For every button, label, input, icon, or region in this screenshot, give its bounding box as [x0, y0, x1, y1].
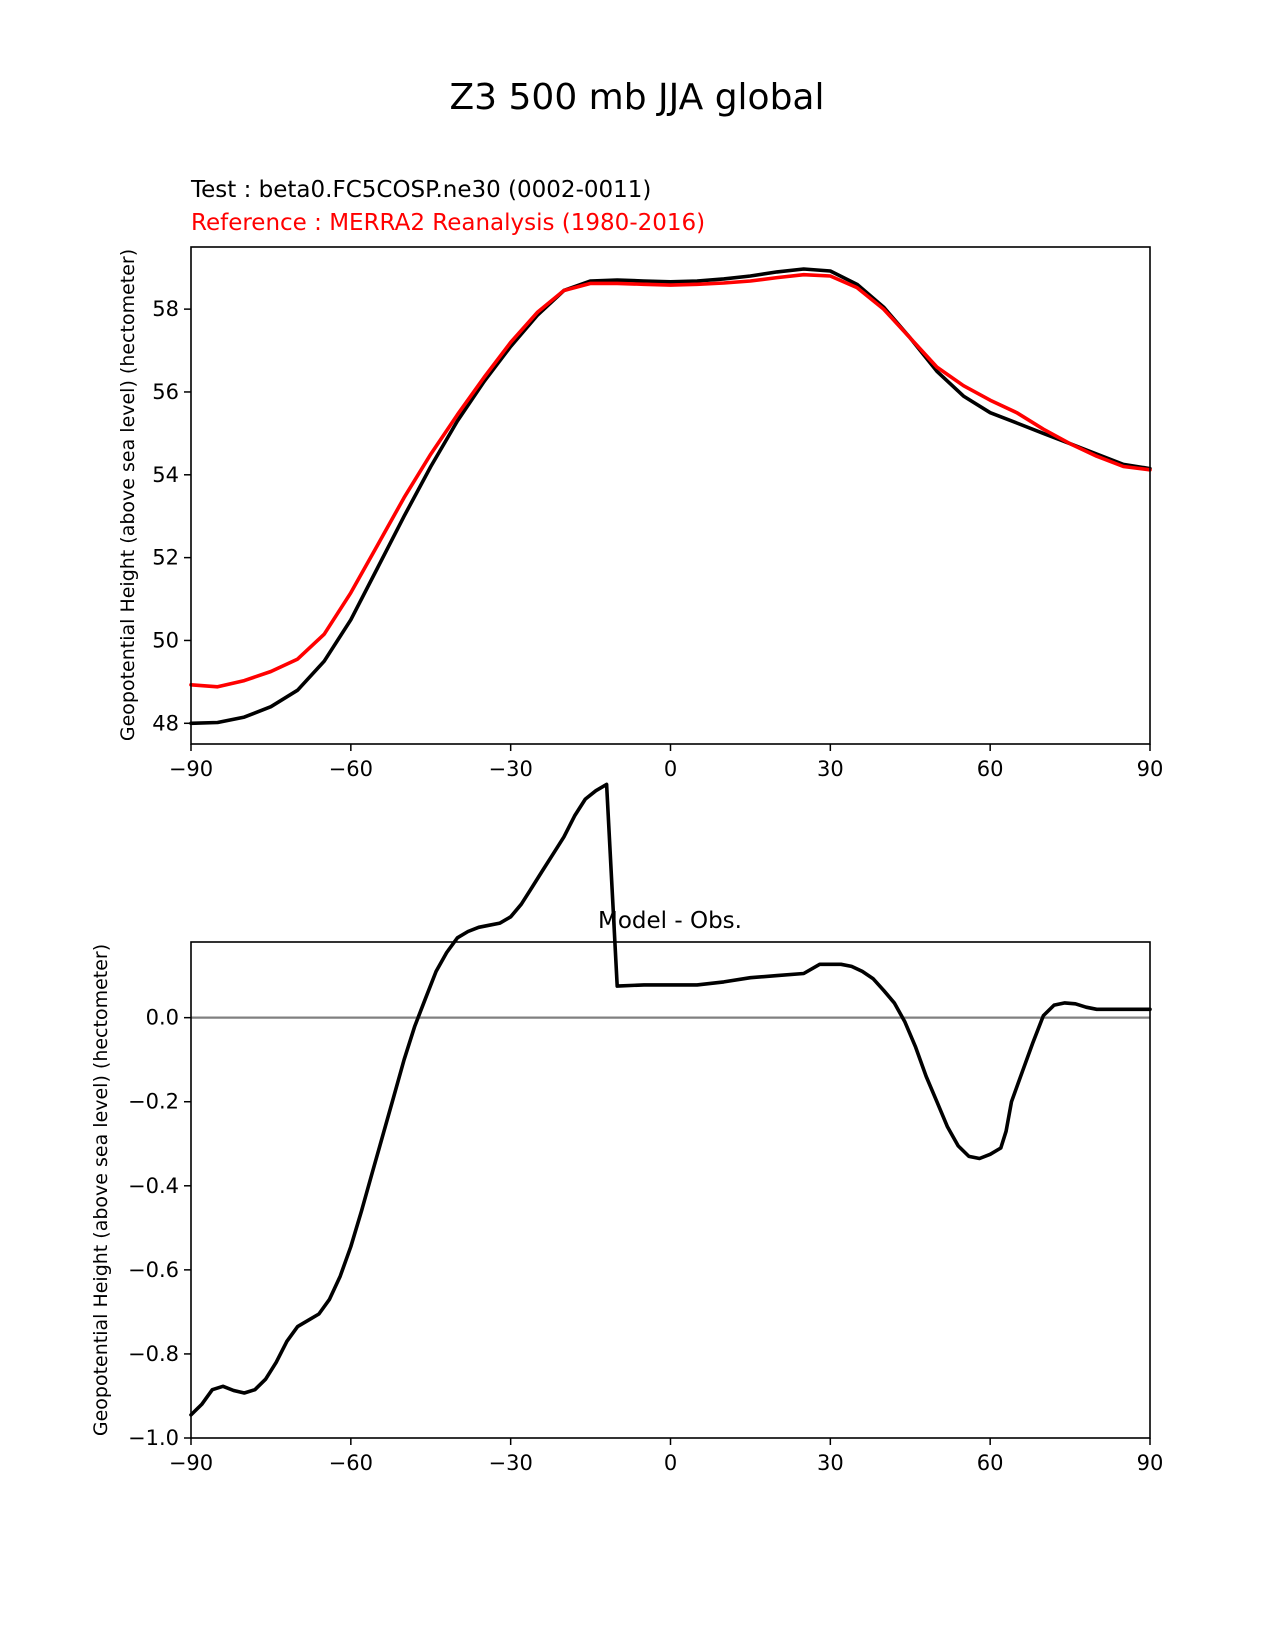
top-y-axis-label: Geopotential Height (above sea level) (h… [117, 249, 139, 741]
bottom-y-tick-label: −1.0 [128, 1426, 179, 1450]
top-x-tick-label: −30 [489, 757, 533, 781]
top-x-tick-label: −60 [329, 757, 373, 781]
top-axes-frame [190, 246, 1151, 745]
bottom-x-tick-label: 0 [664, 1451, 677, 1475]
top-y-tick-label: 56 [152, 380, 179, 404]
top-y-tick-label: 50 [152, 628, 179, 652]
top-series-line-1 [189, 272, 1152, 689]
bottom-chart-title: Model - Obs. [598, 908, 742, 934]
bottom-y-axis: −1.0 −0.8 −0.6 −0.4 −0.2 0.0 [128, 1006, 191, 1450]
top-y-tick-label: 58 [152, 297, 179, 321]
figure-suptitle: Z3 500 mb JJA global [450, 77, 825, 118]
bottom-x-tick-label: −90 [169, 1451, 213, 1475]
bottom-x-tick-label: 90 [1137, 1451, 1164, 1475]
top-x-tick-label: 90 [1137, 757, 1164, 781]
bottom-y-axis-label: Geopotential Height (above sea level) (h… [90, 944, 112, 1436]
test-dataset-label: Test : beta0.FC5COSP.ne30 (0002-0011) [190, 177, 651, 203]
bottom-y-tick-label: −0.6 [128, 1258, 179, 1282]
bottom-x-tick-label: 30 [817, 1451, 844, 1475]
bottom-x-axis: −90 −60 −30 0 30 60 90 [169, 1438, 1164, 1475]
top-x-tick-label: 30 [817, 757, 844, 781]
bottom-y-tick-label: −0.2 [128, 1090, 179, 1114]
bottom-x-tick-label: 60 [977, 1451, 1004, 1475]
top-y-tick-label: 48 [152, 711, 179, 735]
bottom-x-tick-label: −60 [329, 1451, 373, 1475]
top-x-tick-label: 60 [977, 757, 1004, 781]
top-chart-panel: Test : beta0.FC5COSP.ne30 (0002-0011) Re… [117, 177, 1163, 781]
bottom-y-tick-label: −0.8 [128, 1342, 179, 1366]
top-y-tick-label: 52 [152, 546, 179, 570]
top-x-tick-label: −90 [169, 757, 213, 781]
bottom-x-tick-label: −30 [489, 1451, 533, 1475]
top-x-tick-label: 0 [664, 757, 677, 781]
top-y-tick-label: 54 [152, 463, 179, 487]
bottom-y-tick-label: −0.4 [128, 1174, 179, 1198]
bottom-y-tick-label: 0.0 [146, 1006, 179, 1030]
top-y-axis: 48 50 52 54 56 58 [152, 297, 191, 735]
reference-dataset-label: Reference : MERRA2 Reanalysis (1980-2016… [191, 210, 705, 236]
top-series-group [189, 267, 1152, 726]
top-x-axis: −90 −60 −30 0 30 60 90 [169, 744, 1164, 781]
bottom-chart-panel: Model - Obs. −90 −60 −30 0 30 60 90 −1.0 −0.8 −0… [90, 782, 1164, 1475]
bottom-axes-frame [190, 941, 1151, 1439]
bottom-series-line-0 [189, 782, 1152, 1417]
top-series-line-0 [189, 267, 1152, 726]
bottom-series-group [189, 782, 1152, 1417]
